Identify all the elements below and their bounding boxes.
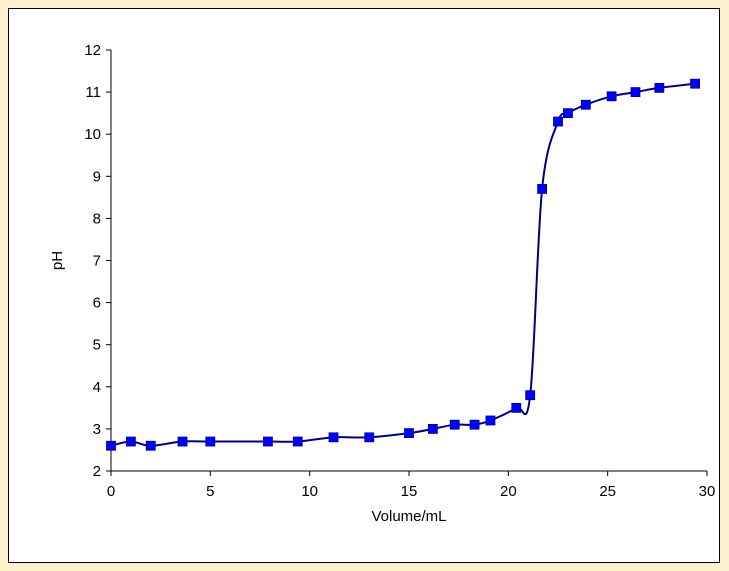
y-tick-label: 3 xyxy=(93,421,101,438)
data-point xyxy=(485,415,496,426)
x-tick-label: 25 xyxy=(599,483,616,500)
data-point xyxy=(205,436,216,447)
x-tick-label: 0 xyxy=(107,483,115,500)
y-axis-title: pH xyxy=(49,251,66,270)
series-line xyxy=(110,82,696,447)
data-point xyxy=(537,184,548,194)
y-tick-label: 11 xyxy=(85,84,101,101)
data-point xyxy=(690,78,700,89)
x-tick-label: 20 xyxy=(500,483,517,500)
data-point xyxy=(553,116,563,127)
axes: 2 3 4 5 6 7 8 9 10 11 12 0 5 10 15 20 25 30 xyxy=(84,42,715,500)
data-point xyxy=(145,440,156,451)
x-tick-label: 15 xyxy=(401,483,418,500)
x-tick-label: 30 xyxy=(699,483,716,500)
y-tick-label: 12 xyxy=(84,42,101,59)
y-tick-label: 8 xyxy=(93,210,101,227)
data-point xyxy=(511,402,522,413)
data-point xyxy=(292,436,303,447)
data-point xyxy=(404,428,414,439)
x-tick-label: 10 xyxy=(301,483,318,500)
y-tick-label: 4 xyxy=(93,379,101,396)
data-point xyxy=(427,423,438,434)
x-tick-label: 5 xyxy=(206,483,214,500)
data-point xyxy=(449,419,460,430)
data-point xyxy=(525,390,536,401)
data-point xyxy=(177,436,188,447)
y-tick-label: 10 xyxy=(84,126,101,143)
y-tick-label: 6 xyxy=(93,295,101,312)
data-point xyxy=(606,91,617,102)
y-tick-label: 5 xyxy=(93,337,101,354)
x-axis-title: Volume/mL xyxy=(371,508,446,525)
y-tick-label: 7 xyxy=(93,253,101,270)
data-point xyxy=(654,82,665,93)
chart-frame: 2 3 4 5 6 7 8 9 10 11 12 0 5 10 15 20 25 30 Volume/mL pH xyxy=(8,8,720,563)
data-point xyxy=(563,108,573,119)
data-point xyxy=(469,419,480,430)
data-point xyxy=(364,432,375,443)
y-tick-label: 9 xyxy=(93,168,101,185)
titration-chart: 2 3 4 5 6 7 8 9 10 11 12 0 5 10 15 20 25 30 Volume/mL pH xyxy=(49,42,715,525)
series-layer xyxy=(106,78,700,451)
data-point xyxy=(125,436,136,447)
data-point xyxy=(630,87,641,97)
data-point xyxy=(580,99,591,110)
data-point xyxy=(328,432,339,443)
data-point xyxy=(263,436,273,447)
data-point xyxy=(106,440,116,451)
y-tick-label: 2 xyxy=(93,463,101,480)
